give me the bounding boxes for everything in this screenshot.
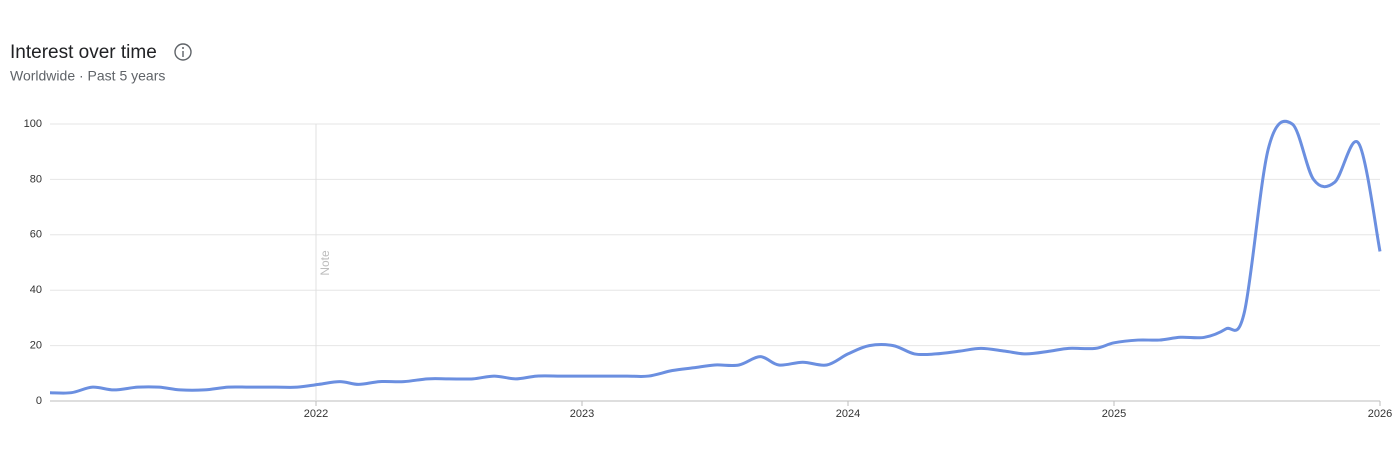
y-tick-label: 80 <box>30 173 42 185</box>
y-tick-label: 60 <box>30 229 42 241</box>
y-tick-label: 20 <box>30 340 42 352</box>
y-tick-label: 40 <box>30 284 42 296</box>
y-tick-label: 100 <box>24 118 42 130</box>
y-tick-label: 0 <box>36 395 42 407</box>
x-tick-label: 2026 <box>1368 408 1392 420</box>
chart-title: Interest over time <box>10 42 157 63</box>
x-tick-label: 2023 <box>570 408 594 420</box>
x-tick-label: 2025 <box>1102 408 1126 420</box>
x-tick-label: 2022 <box>304 408 328 420</box>
x-tick-label: 2024 <box>836 408 860 420</box>
series-line <box>49 119 1382 395</box>
note-label: Note <box>318 250 332 276</box>
info-icon[interactable] <box>174 43 192 61</box>
chart-subtitle: Worldwide · Past 5 years <box>10 68 165 84</box>
